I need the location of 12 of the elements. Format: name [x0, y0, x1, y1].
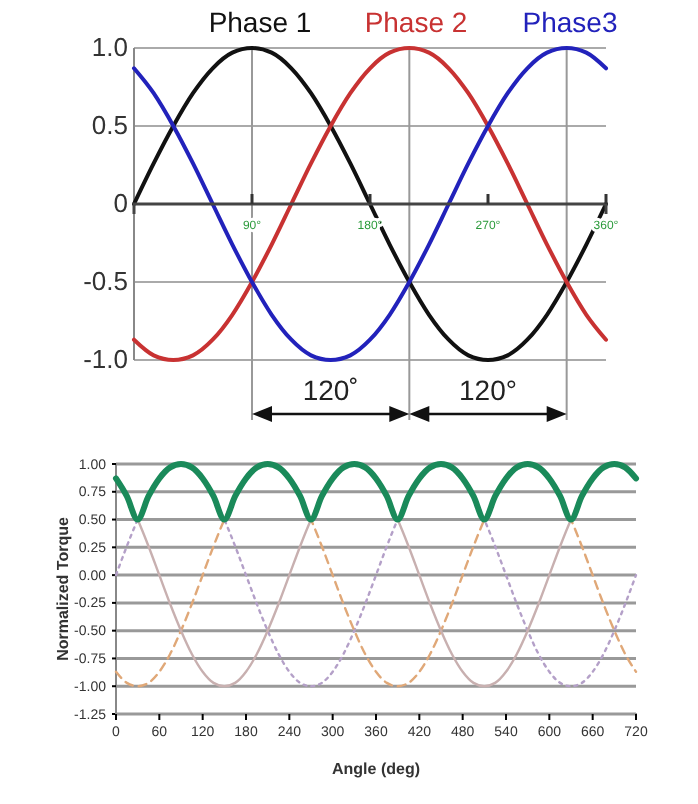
y-tick-label: 1.0 — [91, 32, 128, 63]
y-axis-title: Normalized Torque — [54, 516, 72, 661]
text: 120˚ — [302, 374, 359, 406]
y-tick-label: -0.5 — [83, 266, 128, 297]
x-axis-title: Angle (deg) — [332, 760, 421, 778]
y-tick-label: -1.0 — [83, 344, 128, 375]
series-label: Phase3 — [522, 6, 618, 38]
y-tick-label: 0.5 — [91, 110, 128, 141]
series-label: Phase 2 — [364, 6, 468, 38]
series-label: Phase 1 — [208, 6, 312, 38]
text: 120° — [459, 374, 517, 406]
line-series — [113, 461, 639, 523]
